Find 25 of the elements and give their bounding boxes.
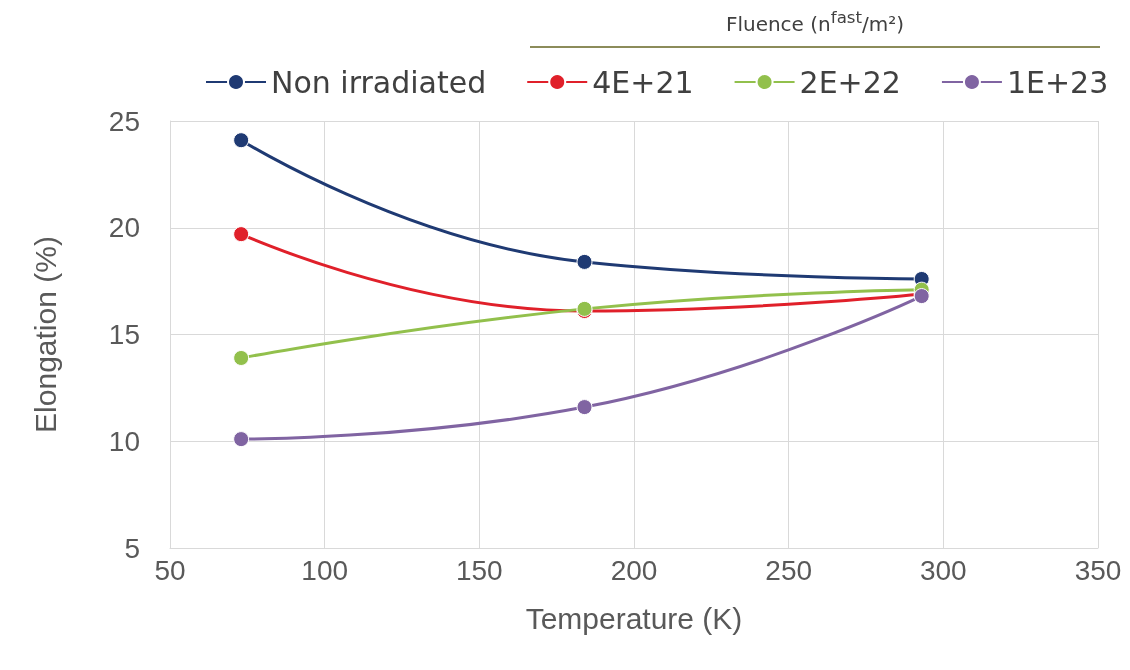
legend-label: 1E+23 [1006, 64, 1109, 100]
x-tick-label: 50 [154, 554, 186, 586]
x-tick-label: 250 [765, 554, 813, 586]
legend-label: Non irradiated [271, 64, 487, 100]
point [233, 431, 250, 448]
x-axis-title: Temperature (K) [525, 601, 743, 635]
point [233, 132, 250, 149]
y-tick-label: 25 [108, 105, 140, 137]
y-tick-label: 15 [108, 319, 140, 350]
legend-title: Fluence (n$^{fast}$/m²) [530, 8, 1100, 48]
point [576, 399, 593, 416]
y-tick-label: 10 [108, 425, 140, 457]
point [233, 349, 250, 366]
x-tick-label: 100 [301, 554, 349, 586]
point [233, 226, 250, 243]
x-tick-label: 200 [610, 554, 658, 586]
x-tick-label: 150 [455, 554, 503, 586]
legend-label: 2E+22 [799, 64, 901, 100]
y-tick-label: 20 [108, 212, 140, 244]
point [576, 253, 593, 270]
legend-label: 4E+21 [592, 64, 694, 100]
y-tick-label: 5 [124, 532, 140, 564]
x-tick-label: 300 [919, 554, 967, 586]
x-tick-label: 350 [1074, 554, 1122, 586]
y-axis-title: Elongation (%) [28, 236, 62, 433]
